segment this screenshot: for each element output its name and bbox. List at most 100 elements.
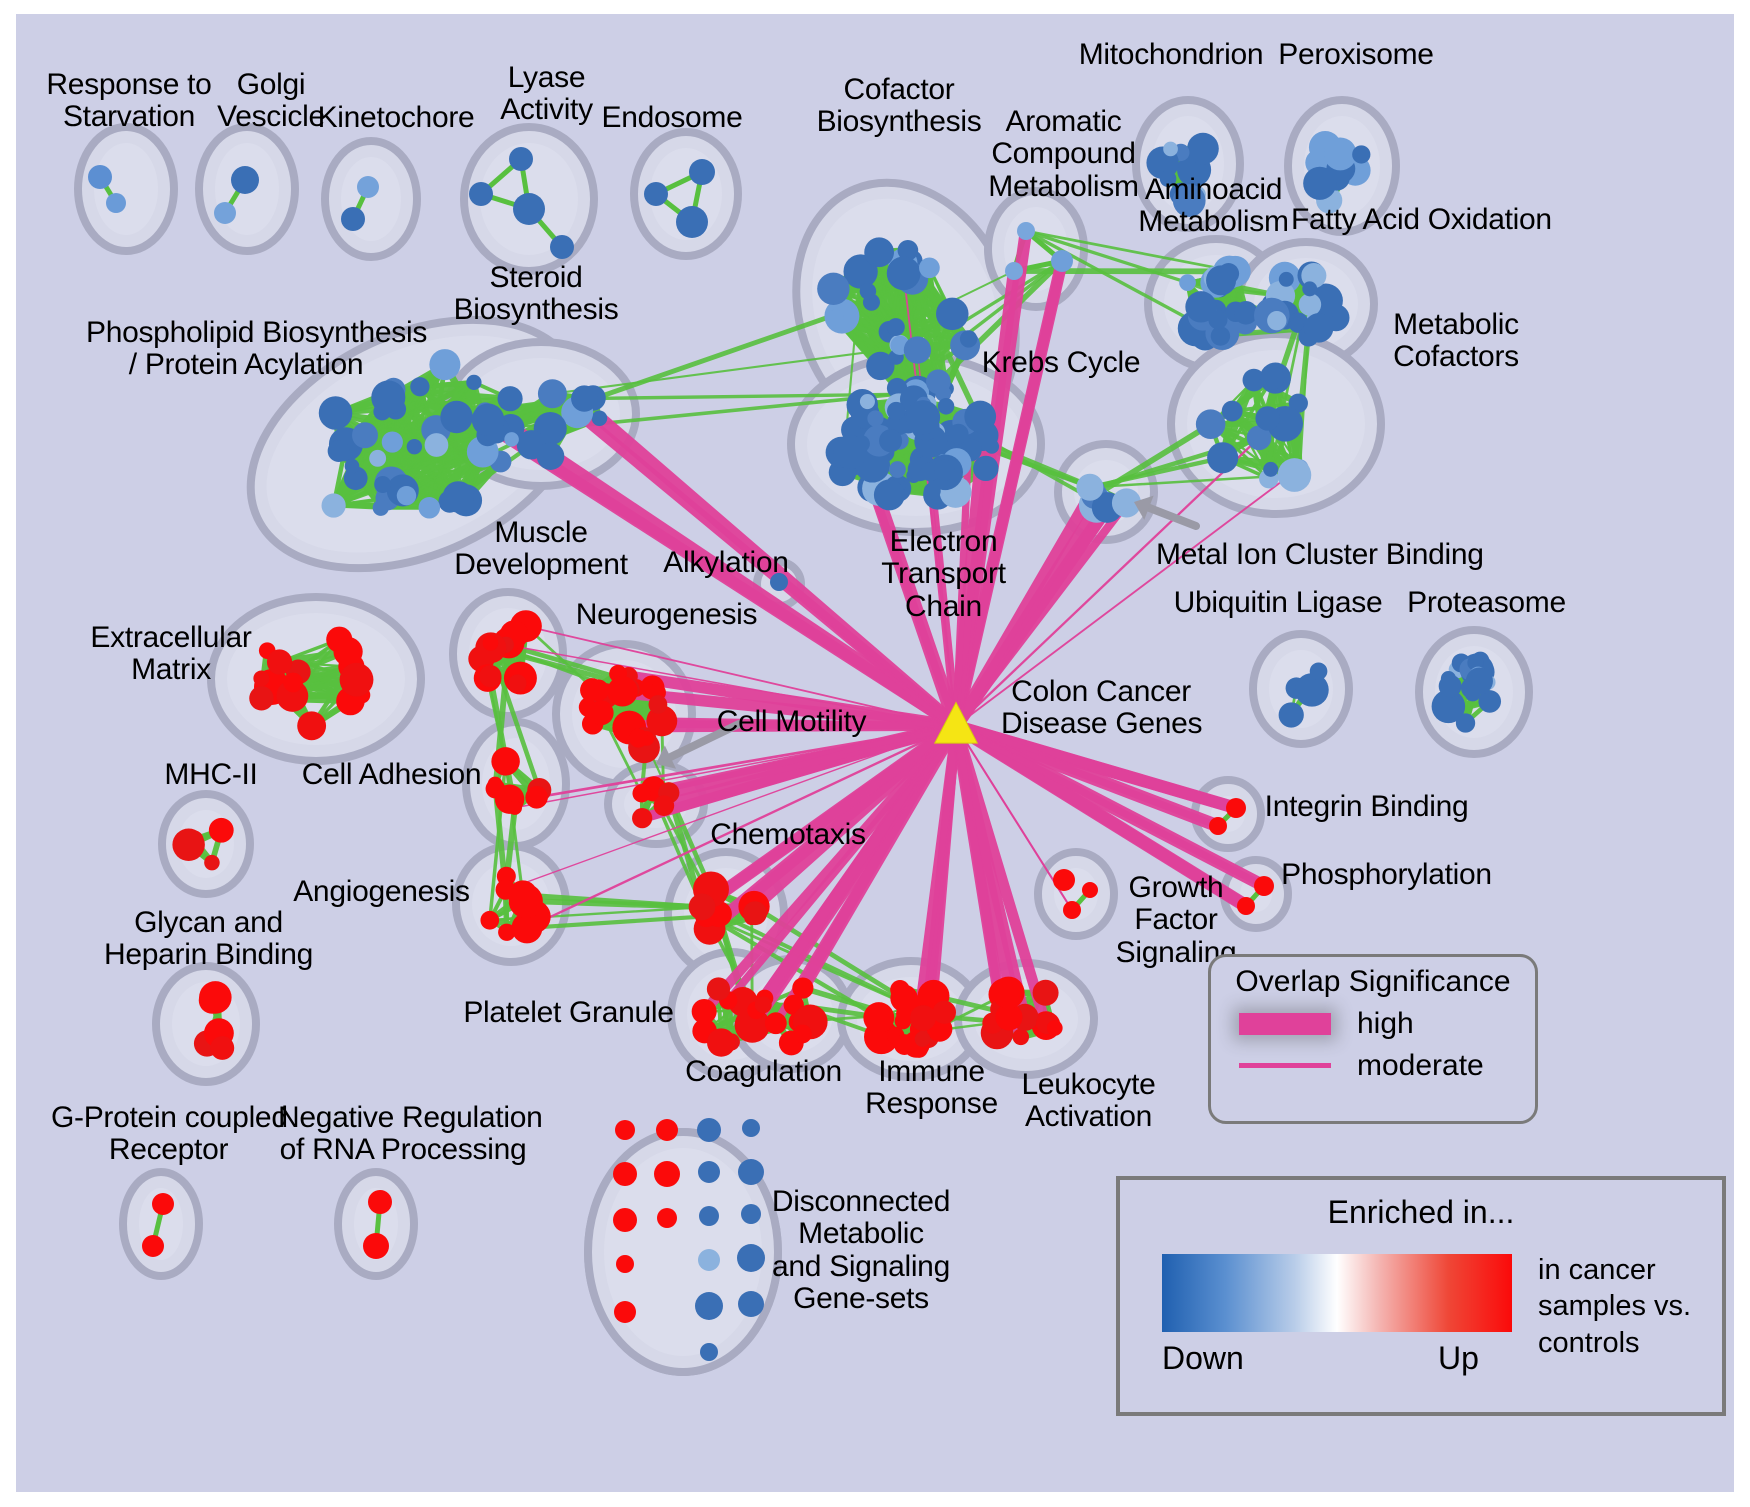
- gene-node: [903, 336, 932, 364]
- gene-node: [700, 1343, 718, 1361]
- gene-node: [357, 176, 379, 198]
- gene-node: [231, 166, 259, 194]
- inter-cluster-edge: [915, 259, 1064, 352]
- gene-node: [214, 202, 236, 224]
- gene-node: [688, 893, 716, 921]
- gene-node: [1187, 132, 1219, 165]
- gene-node: [754, 996, 772, 1014]
- overlap-edge: [389, 362, 448, 445]
- legend-up-label: Up: [1438, 1340, 1479, 1376]
- legend-moderate-label: moderate: [1357, 1048, 1484, 1082]
- gene-node: [1438, 674, 1462, 698]
- gene-node: [738, 1291, 764, 1317]
- gene-node: [369, 449, 387, 467]
- gene-node: [1478, 690, 1502, 713]
- gene-node: [1309, 662, 1328, 681]
- gene-node: [491, 747, 520, 776]
- gene-node: [644, 182, 668, 206]
- significance-edge: [662, 719, 958, 812]
- gene-node: [973, 455, 999, 482]
- gene-node: [550, 235, 574, 259]
- gene-node: [890, 984, 918, 1013]
- gene-node: [507, 800, 523, 815]
- gene-node: [1063, 901, 1081, 919]
- gene-node: [743, 901, 768, 926]
- gene-node: [172, 828, 205, 861]
- gene-node: [628, 728, 648, 748]
- hub-node-triangle[interactable]: [933, 701, 979, 744]
- significance-edge: [950, 724, 1031, 1019]
- legend-moderate-swatch: [1239, 1063, 1331, 1069]
- legend-enriched-caption: in cancer samples vs. controls: [1538, 1254, 1692, 1359]
- gene-node: [926, 369, 951, 395]
- gene-node: [1111, 488, 1142, 518]
- gene-node: [318, 396, 353, 430]
- gene-node: [508, 883, 543, 919]
- gene-node: [1012, 1028, 1030, 1046]
- gene-node: [615, 1120, 635, 1140]
- gene-node: [1046, 1020, 1063, 1036]
- gene-node: [1076, 473, 1104, 501]
- gene-node: [1172, 184, 1206, 218]
- significance-edge: [955, 725, 1073, 911]
- gene-node: [897, 239, 919, 261]
- gene-node: [894, 1012, 912, 1030]
- significance-edge: [951, 259, 1067, 728]
- gene-node: [866, 351, 895, 381]
- gene-node: [1051, 250, 1073, 272]
- gene-node: [1431, 689, 1466, 724]
- gene-node: [1246, 425, 1272, 451]
- gene-node: [613, 1162, 637, 1186]
- gene-node: [1302, 281, 1318, 297]
- gene-node: [937, 398, 955, 415]
- gene-node: [648, 695, 668, 714]
- gene-node: [1242, 368, 1266, 392]
- gene-node: [607, 676, 638, 707]
- gene-node: [886, 256, 921, 291]
- significance-edge: [951, 502, 1101, 729]
- gene-node: [106, 193, 126, 213]
- gene-node: [1005, 262, 1023, 280]
- gene-node: [873, 479, 905, 511]
- gene-node: [210, 1036, 235, 1060]
- significance-edge: [625, 719, 957, 730]
- inter-cluster-edge: [911, 397, 1110, 510]
- significance-edge: [492, 424, 960, 732]
- gene-node: [504, 432, 519, 447]
- gene-node: [536, 442, 565, 470]
- gene-node: [253, 670, 270, 687]
- gene-node: [1263, 461, 1279, 477]
- gene-node: [863, 1002, 895, 1034]
- gene-node: [591, 410, 608, 427]
- inter-cluster-edge: [1024, 229, 1237, 273]
- gene-node: [698, 1161, 720, 1183]
- gene-node: [1082, 882, 1098, 898]
- gene-node: [827, 309, 845, 326]
- inter-cluster-edge: [522, 898, 705, 910]
- gene-node: [1255, 406, 1280, 431]
- gene-node: [1226, 798, 1246, 818]
- gene-node: [889, 461, 906, 478]
- gene-node: [1053, 869, 1075, 891]
- gene-node: [266, 649, 293, 675]
- legend-high-label: high: [1357, 1006, 1414, 1040]
- gene-node: [919, 257, 940, 279]
- network-canvas: Response to Starvation Golgi Vescicle Kine…: [16, 14, 1734, 1492]
- gene-node: [887, 401, 906, 421]
- significance-edge: [698, 720, 960, 913]
- legend-down-label: Down: [1162, 1340, 1244, 1376]
- gene-node: [910, 1005, 936, 1031]
- legend-high-swatch: [1239, 1012, 1331, 1035]
- significance-edge: [954, 722, 1266, 890]
- gene-node: [615, 713, 637, 735]
- gene-node: [1455, 713, 1476, 733]
- significance-edge: [505, 725, 957, 891]
- gene-node: [1278, 271, 1294, 287]
- significance-edge: [627, 670, 957, 732]
- gene-node: [992, 976, 1025, 1009]
- gene-node: [509, 147, 533, 171]
- gene-node: [1295, 673, 1329, 707]
- gene-node: [1017, 222, 1035, 240]
- gene-node: [204, 854, 220, 871]
- gene-node: [1304, 313, 1334, 343]
